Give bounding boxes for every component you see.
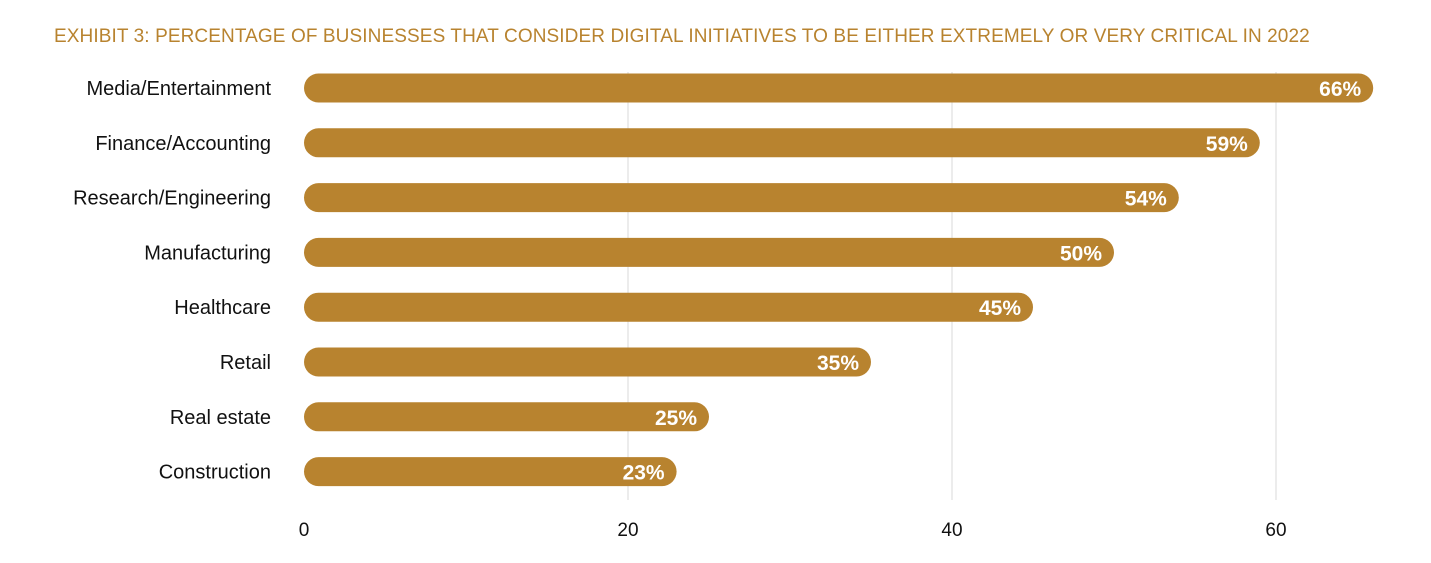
category-label: Research/Engineering: [73, 188, 271, 210]
data-label: 54%: [1125, 188, 1167, 211]
data-label: 66%: [1319, 78, 1361, 101]
bar: [304, 128, 1260, 158]
bar: [304, 183, 1179, 213]
x-tick-label: 20: [617, 520, 638, 541]
bar: [304, 402, 709, 432]
data-label: 25%: [655, 407, 697, 430]
data-label: 35%: [817, 352, 859, 375]
bar: [304, 347, 871, 377]
bar: [304, 457, 677, 487]
bar: [304, 73, 1374, 103]
x-tick-label: 40: [941, 520, 962, 541]
category-label: Retail: [220, 352, 271, 374]
category-label: Real estate: [170, 407, 271, 429]
category-label: Finance/Accounting: [95, 133, 271, 155]
bar: [304, 292, 1033, 322]
x-tick-label: 0: [299, 520, 310, 541]
data-label: 59%: [1206, 133, 1248, 156]
data-label: 45%: [979, 297, 1021, 320]
x-tick-label: 60: [1265, 520, 1286, 541]
data-label: 23%: [623, 462, 665, 485]
category-label: Construction: [159, 462, 271, 484]
bar: [304, 237, 1114, 267]
category-label: Healthcare: [174, 297, 271, 319]
category-label: Manufacturing: [144, 242, 271, 264]
category-label: Media/Entertainment: [86, 78, 271, 100]
data-label: 50%: [1060, 242, 1102, 265]
chart-title: EXHIBIT 3: PERCENTAGE OF BUSINESSES THAT…: [54, 26, 1310, 47]
